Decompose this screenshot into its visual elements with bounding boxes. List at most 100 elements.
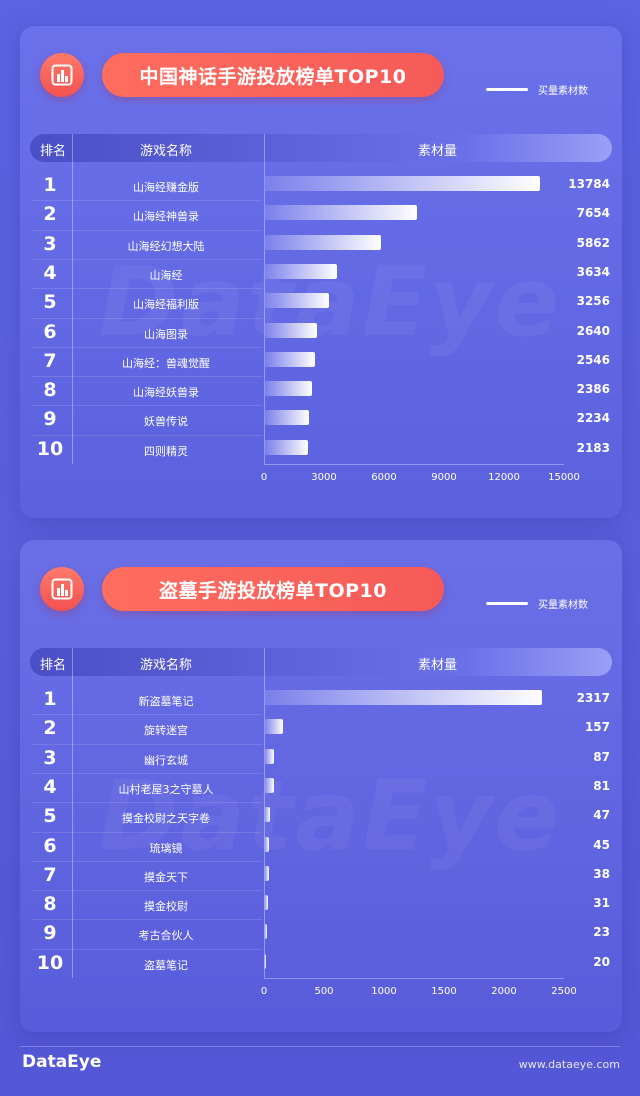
rank-number: 7 (43, 349, 57, 372)
game-name: 新盗墓笔记 (138, 695, 194, 708)
rank-number: 5 (43, 805, 57, 828)
legend-label: 买量素材数 (538, 599, 588, 611)
row-separator (32, 948, 262, 950)
rank-number: 4 (43, 261, 57, 284)
row-separator (32, 317, 262, 319)
bar-chart-icon (51, 64, 73, 86)
bar (264, 719, 283, 735)
footer-logo: DataEye (22, 1052, 102, 1072)
chart-icon-badge (40, 567, 84, 611)
game-name: 山海经幻想大陆 (127, 239, 205, 253)
rank-number: 6 (43, 834, 57, 857)
x-tick-label: 2500 (551, 986, 577, 997)
x-tick-label: 0 (260, 986, 268, 997)
bar (264, 322, 317, 338)
rank-number: 10 (36, 951, 64, 974)
data-label: 7654 (576, 206, 610, 221)
bar (264, 895, 268, 911)
row-separator (32, 200, 262, 202)
game-name: 山海经赚金版 (133, 181, 199, 194)
x-tick-label: 1500 (431, 986, 457, 997)
row-separator (32, 229, 262, 231)
row-separator (32, 772, 262, 774)
data-label: 20 (593, 954, 610, 969)
game-name: 四则精灵 (144, 444, 188, 458)
table-header: 排名 游戏名称 素材量 (30, 134, 612, 162)
rank-number: 8 (43, 893, 57, 916)
data-label: 2546 (576, 352, 610, 367)
game-name: 幽行玄城 (144, 753, 188, 767)
data-label: 2640 (576, 323, 610, 338)
bar (264, 205, 418, 221)
game-name: 考古合伙人 (138, 929, 194, 943)
chart-title: 盗墓手游投放榜单TOP10 (102, 567, 444, 611)
rank-number: 6 (43, 320, 57, 343)
rank-number: 3 (43, 746, 57, 769)
bar (264, 953, 267, 969)
row-separator (32, 743, 262, 745)
game-name: 山海图录 (144, 327, 188, 341)
rank-number: 5 (43, 291, 57, 314)
row-separator (32, 346, 262, 348)
header-name: 游戏名称 (140, 658, 193, 673)
header-value: 素材量 (418, 658, 458, 673)
game-name: 山海经神兽录 (133, 210, 199, 224)
rank-number: 1 (43, 174, 57, 196)
data-label: 157 (584, 720, 610, 735)
rank-number: 2 (43, 717, 57, 740)
header-rank: 排名 (40, 658, 67, 673)
bar (264, 777, 274, 793)
x-tick-label: 15000 (548, 472, 580, 483)
bar (264, 807, 270, 823)
bar (264, 690, 543, 705)
row-separator (32, 714, 262, 716)
rank-number: 1 (43, 688, 57, 710)
legend-swatch (486, 87, 528, 91)
row-separator (32, 802, 262, 804)
data-label: 3634 (576, 264, 610, 279)
game-name: 摸金天下 (144, 870, 188, 884)
bar (264, 263, 337, 279)
bar (264, 351, 315, 367)
game-name: 妖兽传说 (144, 415, 188, 429)
x-axis-line (264, 464, 564, 465)
footer-url[interactable]: www.dataeye.com (518, 1058, 620, 1071)
rank-number: 10 (36, 437, 64, 460)
x-tick-label: 3000 (311, 472, 337, 483)
bar (264, 865, 269, 881)
game-name: 摸金校尉之天字卷 (122, 812, 210, 826)
rank-number: 4 (43, 775, 57, 798)
bar (264, 293, 330, 309)
x-axis-line (264, 978, 564, 979)
row-separator (32, 831, 262, 833)
legend-swatch (486, 601, 528, 605)
game-name: 山海经福利版 (133, 298, 199, 312)
x-tick-label: 2000 (491, 986, 517, 997)
row-separator (32, 258, 262, 260)
data-label: 2234 (576, 411, 610, 426)
bar (264, 381, 312, 397)
game-name: 盗墓笔记 (144, 958, 188, 972)
column-divider (72, 134, 73, 464)
game-name: 琉璃镜 (149, 841, 183, 855)
data-label: 3256 (576, 294, 610, 309)
game-name: 山海经：兽魂觉醒 (122, 356, 210, 370)
row-separator (32, 860, 262, 862)
data-label: 38 (593, 866, 610, 881)
data-label: 87 (593, 749, 610, 764)
x-tick-label: 500 (314, 986, 334, 997)
header-value: 素材量 (418, 144, 458, 159)
bar (264, 836, 270, 852)
x-tick-label: 9000 (431, 472, 457, 483)
table-header: 排名 游戏名称 素材量 (30, 648, 612, 676)
x-tick-label: 0 (260, 472, 268, 483)
data-label: 45 (593, 837, 610, 852)
chart-legend: 买量素材数 (486, 596, 588, 611)
data-label: 23 (593, 925, 610, 940)
bar (264, 234, 382, 250)
row-separator (32, 890, 262, 892)
tomb-games-panel: 盗墓手游投放榜单TOP10 买量素材数 DataEye 排名 游戏名称 素材量 1 新盗墓笔记… (20, 540, 622, 1032)
chart-icon-badge (40, 53, 84, 97)
bar (264, 924, 267, 940)
rank-number: 9 (43, 922, 57, 945)
